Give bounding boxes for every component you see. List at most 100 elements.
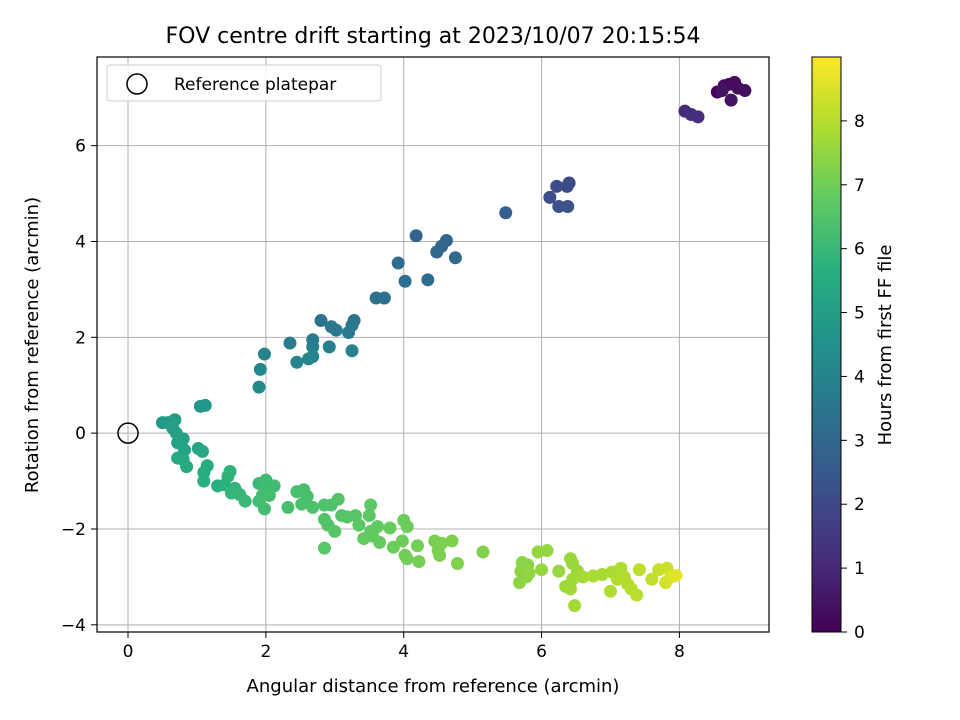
data-point [267,479,281,493]
data-point [198,398,212,412]
data-point [328,524,342,538]
data-point [535,563,549,577]
data-point [603,584,617,598]
data-point [512,576,526,590]
plot-area-frame [96,56,770,633]
colorbar-tick-label: 8 [854,112,865,132]
data-point [352,518,366,532]
colorbar-tick-label: 0 [854,623,865,643]
colorbar-tick-label: 5 [854,304,865,324]
data-point [180,460,194,474]
data-point [543,190,557,204]
data-point [221,469,235,483]
data-point [302,352,316,366]
data-point [383,521,397,535]
data-point [295,497,309,511]
colorbar-tick-label: 1 [854,559,865,579]
data-point [377,291,391,305]
y-tick-label: 0 [75,424,86,444]
data-point [433,548,447,562]
data-point [669,568,683,582]
colorbar-ticks: 0 1 2 3 4 5 6 7 8 [841,112,865,643]
data-point [371,520,385,534]
data-point [257,502,271,516]
data-point [576,570,590,584]
data-point [691,110,705,124]
x-axis-label: Angular distance from reference (arcmin) [247,676,620,697]
data-point [195,444,209,458]
data-point [314,314,328,328]
data-point [561,200,575,213]
data-point [476,545,490,559]
data-point [364,498,378,512]
reference-layer [117,422,139,444]
data-point [421,273,435,287]
data-point [564,582,578,596]
data-point [283,336,297,350]
reference-platepar-marker [117,422,139,444]
x-tick-label: 2 [260,642,271,662]
data-point [450,556,464,570]
data-point [373,535,387,549]
data-point [632,563,646,577]
data-point [398,274,412,288]
data-point [448,251,462,265]
data-point [430,245,444,259]
colorbar-tick-label: 6 [854,240,865,260]
data-point [329,323,343,337]
data-point [317,541,331,555]
colorbar-tick-label: 3 [854,431,865,451]
data-point [522,566,536,580]
data-point [262,488,276,502]
data-point [253,362,267,376]
x-axis-ticks: 0 2 4 6 8 [123,632,685,662]
y-tick-label: 2 [75,328,86,348]
data-point [400,552,414,566]
data-point [499,206,513,220]
data-point [345,344,359,358]
data-point [395,534,409,548]
data-point [738,84,752,98]
y-tick-label: 4 [75,232,86,252]
data-point [281,500,295,514]
data-point [238,494,252,508]
data-point [409,229,423,243]
data-point [410,539,424,553]
legend[interactable]: Reference platepar [106,64,382,102]
data-point [550,179,564,193]
data-point [391,256,405,270]
grid-lines [97,57,769,632]
legend-box [106,64,382,102]
data-point [257,347,271,361]
colorbar-tick-label: 7 [854,176,865,196]
x-tick-label: 0 [123,642,134,662]
data-point [552,200,566,213]
y-tick-label: −2 [61,520,86,540]
data-point [322,340,336,354]
x-tick-label: 6 [536,642,547,662]
x-tick-label: 8 [674,642,685,662]
chart-title: FOV centre drift starting at 2023/10/07 … [166,24,701,49]
y-axis-ticks: −4 −2 0 2 4 6 [61,137,97,636]
data-point [724,93,738,107]
data-point [435,536,449,550]
data-point [290,355,304,369]
data-point [400,520,414,534]
data-point [252,380,266,394]
data-point [306,340,320,354]
data-point [342,326,356,340]
data-point [568,599,582,613]
data-point [412,555,426,569]
legend-label: Reference platepar [174,75,336,95]
data-point [715,84,729,98]
scatter-points [155,75,752,613]
data-point [445,534,459,548]
x-tick-label: 4 [398,642,409,662]
data-point [197,474,211,488]
data-point [331,492,345,506]
colorbar-tick-label: 2 [854,495,865,515]
colorbar-label: Hours from first FF file [875,245,896,446]
y-tick-label: 6 [75,137,86,157]
colorbar-tick-label: 4 [854,367,865,387]
